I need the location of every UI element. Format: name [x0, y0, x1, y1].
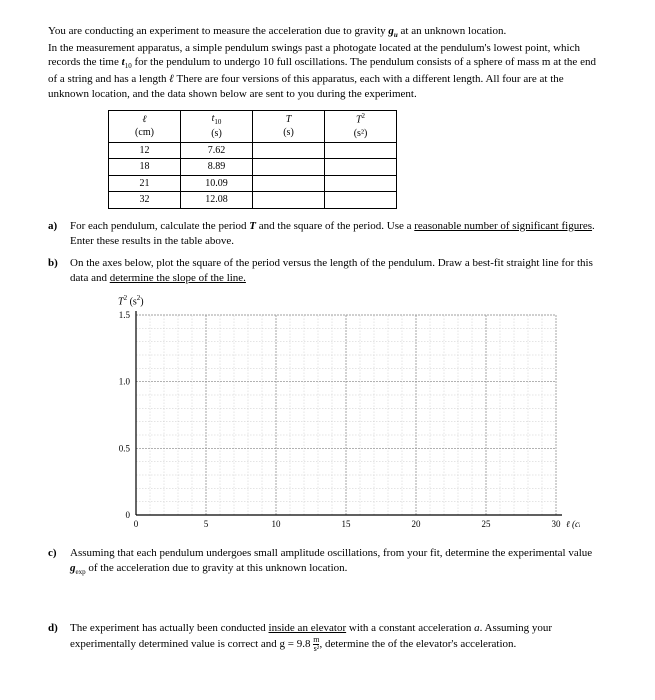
svg-text:ℓ (cm): ℓ (cm) [566, 519, 580, 529]
svg-text:30: 30 [552, 519, 562, 529]
cell: 18 [109, 159, 181, 176]
cell: 12.08 [181, 192, 253, 209]
svg-text:15: 15 [342, 519, 352, 529]
part-a: a) For each pendulum, calculate the peri… [48, 219, 607, 249]
cell [253, 159, 325, 176]
svg-text:0: 0 [134, 519, 139, 529]
svg-text:1.0: 1.0 [119, 377, 131, 387]
part-label: d) [48, 621, 70, 653]
table-header-row: ℓ (cm) t10 (s) T (s) T2 (s²) [109, 110, 397, 142]
part-body: Assuming that each pendulum undergoes sm… [70, 546, 607, 577]
cell [325, 142, 397, 159]
svg-text:25: 25 [482, 519, 492, 529]
part-body: The experiment has actually been conduct… [70, 621, 607, 653]
cell: 21 [109, 175, 181, 192]
svg-text:0.5: 0.5 [119, 443, 131, 453]
part-body: On the axes below, plot the square of th… [70, 256, 607, 286]
svg-text:1.5: 1.5 [119, 311, 131, 320]
col-header-period: T (s) [253, 110, 325, 142]
cell [253, 142, 325, 159]
cell: 8.89 [181, 159, 253, 176]
cell [325, 159, 397, 176]
intro-text: You are conducting an experiment to meas… [48, 25, 388, 37]
cell [253, 192, 325, 209]
col-header-t10: t10 (s) [181, 110, 253, 142]
chart-y-label: T2 (s2) [118, 294, 607, 309]
svg-text:10: 10 [272, 519, 282, 529]
svg-text:5: 5 [204, 519, 209, 529]
chart-area: T2 (s2) 0 5 10 15 20 25 30 0 0.5 1.0 1.5 ℓ (cm) [108, 294, 607, 538]
cell [253, 175, 325, 192]
table-row: 12 7.62 [109, 142, 397, 159]
cell: 12 [109, 142, 181, 159]
intro-paragraph: You are conducting an experiment to meas… [48, 24, 607, 102]
table-row: 18 8.89 [109, 159, 397, 176]
part-b: b) On the axes below, plot the square of… [48, 256, 607, 286]
cell: 10.09 [181, 175, 253, 192]
col-header-period-sq: T2 (s²) [325, 110, 397, 142]
cell: 32 [109, 192, 181, 209]
part-label: a) [48, 219, 70, 249]
part-label: c) [48, 546, 70, 577]
part-d: d) The experiment has actually been cond… [48, 621, 607, 653]
symbol-t10-sub: 10 [125, 63, 132, 71]
grid-chart: 0 5 10 15 20 25 30 0 0.5 1.0 1.5 ℓ (cm) [108, 311, 580, 533]
part-c: c) Assuming that each pendulum undergoes… [48, 546, 607, 577]
part-body: For each pendulum, calculate the period … [70, 219, 607, 249]
svg-text:0: 0 [126, 510, 131, 520]
data-table: ℓ (cm) t10 (s) T (s) T2 (s²) 12 7.62 18 … [108, 110, 397, 209]
cell [325, 192, 397, 209]
col-header-length: ℓ (cm) [109, 110, 181, 142]
table-row: 32 12.08 [109, 192, 397, 209]
intro-text: at an unknown location. [398, 25, 506, 37]
cell: 7.62 [181, 142, 253, 159]
svg-text:20: 20 [412, 519, 422, 529]
cell [325, 175, 397, 192]
part-label: b) [48, 256, 70, 286]
table-row: 21 10.09 [109, 175, 397, 192]
